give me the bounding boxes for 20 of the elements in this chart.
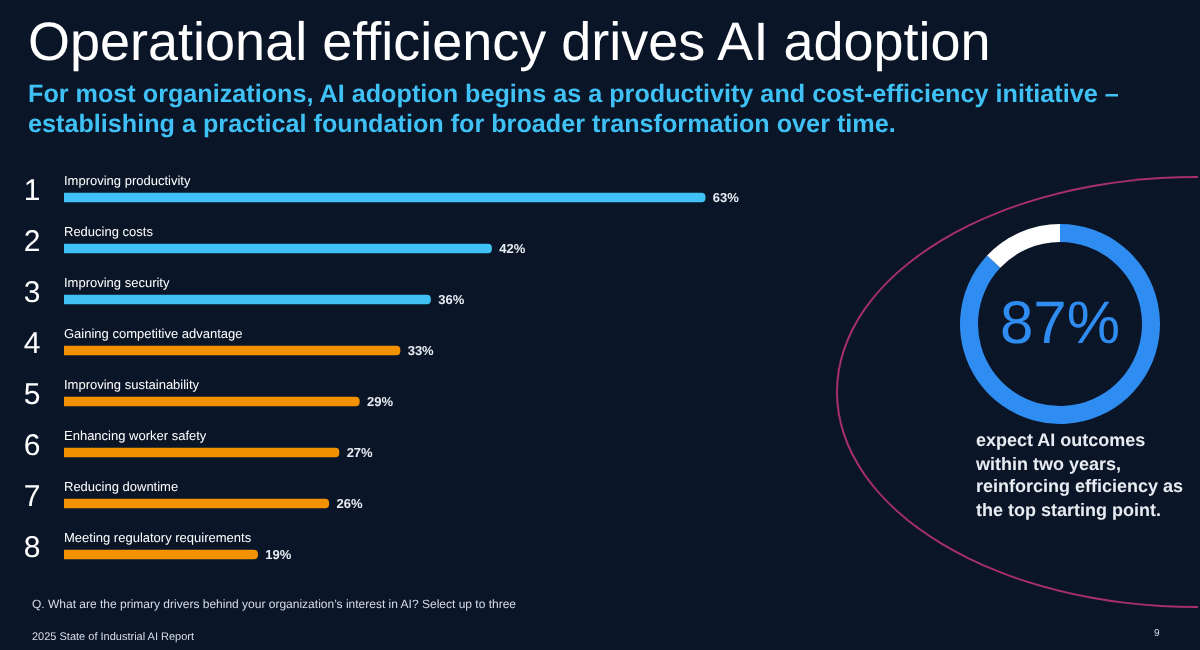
bar [64, 447, 340, 458]
text: 1 [23, 173, 41, 208]
chart-subtitle: For most organizations, AI adoption begins as a productivity and cost-efficiency initiative – establishing a practical foundation for broader transformation over time. [28, 80, 1121, 140]
bar [64, 345, 401, 356]
bar [64, 294, 431, 305]
text: 5 [23, 377, 41, 412]
text: 7 [23, 479, 41, 514]
text: 4 [23, 326, 41, 361]
text: expect AI outcomes within two years, reinforcing efficiency as the top starting point. [976, 430, 1186, 522]
bar [64, 498, 330, 509]
bar [64, 243, 492, 254]
bar [64, 396, 360, 407]
bar [64, 192, 706, 203]
chart-title: Operational efficiency drives AI adoption [28, 12, 991, 74]
text: 2 [23, 224, 41, 259]
text: 6 [23, 428, 41, 463]
text: 3 [23, 275, 41, 310]
bar [64, 549, 258, 560]
data-label: 87% [999, 290, 1121, 357]
text: 8 [23, 530, 41, 565]
